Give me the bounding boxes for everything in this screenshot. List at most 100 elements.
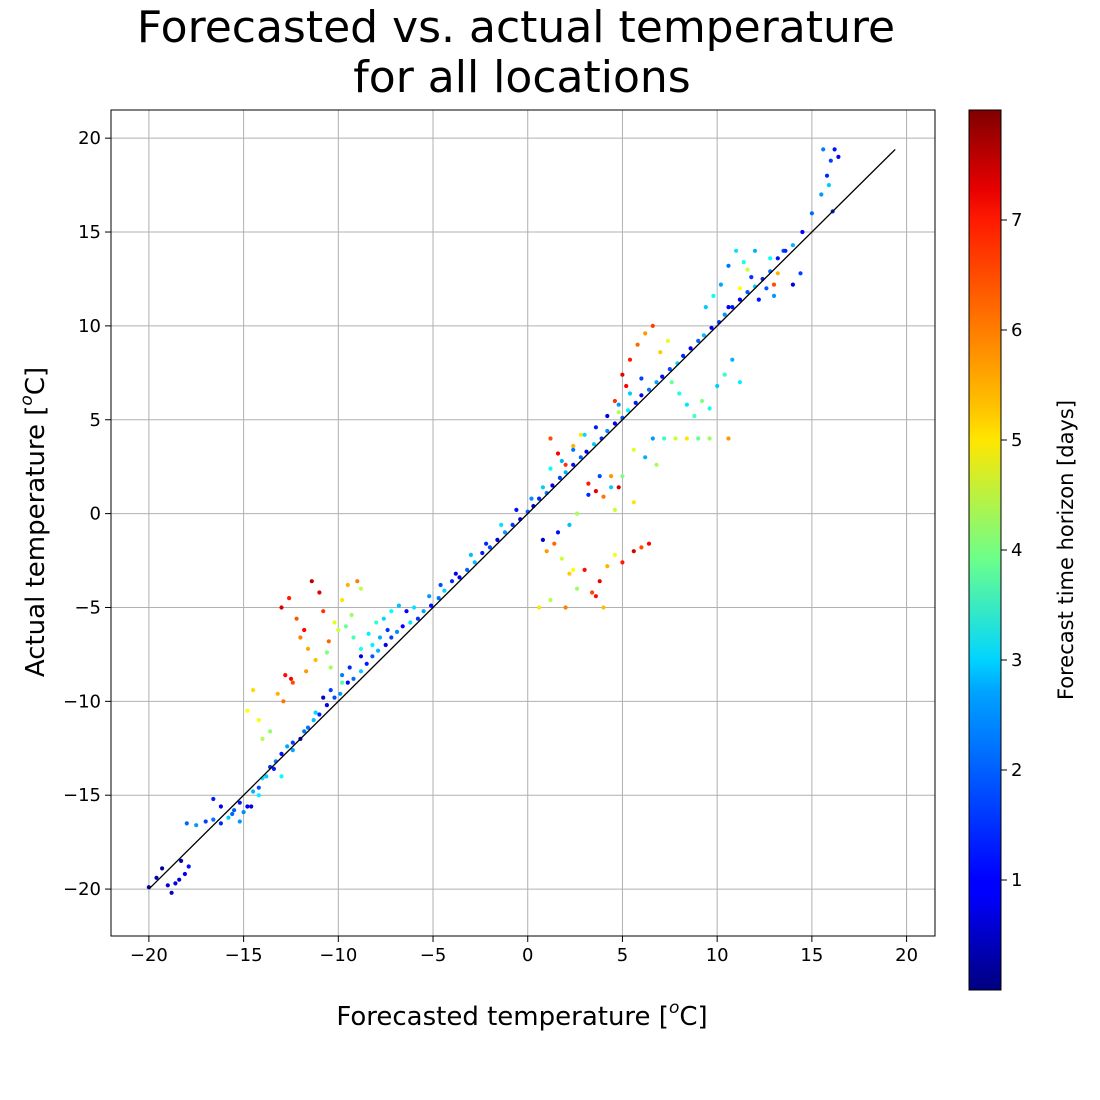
scatter-point [745,267,750,272]
scatter-point [832,147,837,152]
y-tick-label: 5 [90,410,101,431]
scatter-point [245,708,250,713]
x-tick-label: −15 [225,945,263,966]
scatter-point [499,522,504,528]
scatter-point [275,691,280,696]
scatter-point [726,263,731,268]
scatter-point [563,470,568,475]
scatter-point [745,290,750,295]
scatter-point [305,725,311,730]
scatter-point [718,282,724,287]
scatter-point [749,275,754,280]
scatter-point [633,400,638,405]
scatter-point [571,443,576,449]
scatter-point [681,353,686,358]
scatter-point [165,883,170,888]
scatter-point [571,567,576,573]
scatter-point [559,458,564,464]
scatter-point [472,560,477,565]
scatter-point [605,428,610,434]
scatter-point [177,877,182,882]
scatter-point [730,305,735,310]
scatter-point [480,550,485,556]
scatter-point [283,673,288,678]
scatter-point [775,256,780,261]
scatter-point [597,579,602,584]
scatter-point [707,406,712,411]
scatter-point [734,248,739,253]
scatter-point [775,271,780,276]
scatter-point [737,286,743,291]
x-axis-label-unit: C [679,1002,697,1032]
scatter-point [412,605,417,610]
scatter-point [487,545,492,550]
colorbar: 1 2 3 4 5 6 7 Forecast time horizon [days] [968,109,1078,991]
scatter-point [631,549,636,554]
scatter-point [421,609,426,614]
scatter-point [591,442,597,447]
scatter-point [696,436,701,441]
scatter-point [620,560,625,565]
scatter-point [555,530,561,535]
scatter-point [768,256,773,261]
scatter-point [571,462,576,467]
scatter-point [593,489,599,494]
scatter-point [783,248,788,253]
colorbar-ticks: 1 2 3 4 5 6 7 [1001,210,1022,891]
scatter-point [332,695,337,700]
scatter-point [626,408,631,413]
scatter-point [684,436,690,441]
scatter-point [667,367,672,372]
scatter-point [203,819,208,824]
scatter-point [351,676,356,681]
scatter-point [502,530,508,535]
scatter-point [370,642,375,648]
scatter-point [349,612,354,618]
scatter-point [584,449,589,454]
scatter-point [601,494,606,499]
scatter-point [722,312,727,317]
scatter-point [726,436,731,441]
scatter-point [701,333,707,338]
scatter-point [684,402,690,407]
scatter-point [321,695,326,700]
scatter-point [160,866,165,871]
scatter-point [230,811,235,817]
scatter-point [627,391,633,396]
colorbar-label: Forecast time horizon [days] [1054,400,1078,700]
x-tick-label: 10 [706,945,729,966]
scatter-point [358,646,364,651]
scatter-point [593,594,599,599]
scatter-point [340,673,345,678]
x-axis-ticks: −20 −15 −10 −5 0 5 10 15 20 [130,936,918,966]
scatter-point [326,639,331,644]
scatter-point [290,740,295,745]
identity-reference-line [148,148,896,890]
scatter-point [756,297,761,302]
scatter-point [715,383,720,389]
scatter-point [241,810,246,815]
scatter-point [654,380,659,385]
scatter-point [669,380,674,385]
scatter-point [249,804,254,809]
scatter-point [624,383,629,389]
scatter-point [620,474,625,479]
scatter-point [578,455,583,460]
scatter-point [597,474,602,479]
scatter-point [665,338,671,343]
scatter-point [798,271,803,276]
scatter-point [345,680,350,685]
scatter-point [555,451,561,456]
scatter-point [567,571,572,576]
scatter-point [264,774,269,779]
scatter-point [370,654,375,659]
scatter-point [332,620,337,625]
y-tick-label: 15 [78,222,101,243]
scatter-point [605,564,610,569]
x-tick-label: 20 [895,945,918,966]
scatter-point [639,545,644,550]
scatter-point [285,744,290,749]
scatter-point [540,485,546,490]
x-axis-label-close: ] [698,1002,708,1032]
